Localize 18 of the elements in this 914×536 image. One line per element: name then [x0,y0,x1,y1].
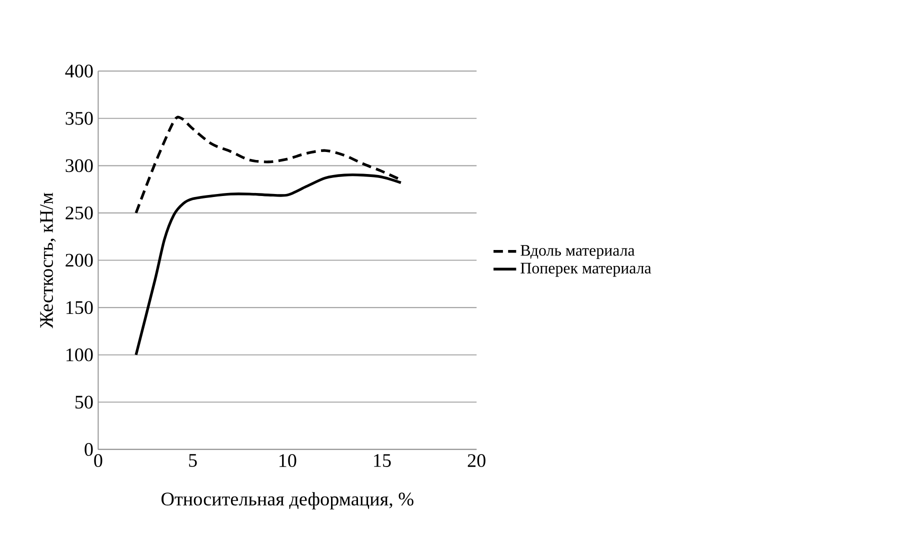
x-tick-label: 20 [468,454,486,467]
y-tick-label: 350 [66,112,93,125]
y-axis-title: Жесткость, кН/м [40,192,56,328]
legend-label: Поперек материала [520,262,652,277]
y-tick-label: 250 [66,206,93,220]
y-tick-label: 200 [66,254,93,267]
y-tick-label: 150 [66,300,93,314]
y-tick-label: 400 [65,64,93,78]
y-tick-label: 100 [66,348,93,362]
x-tick-label: 5 [189,454,197,467]
y-tick-label: 0 [84,442,93,456]
y-tick-label: 300 [66,159,93,172]
legend-label: Вдоль материала [520,245,635,259]
y-tick-label: 50 [76,396,93,408]
x-axis-title: Относительная деформация, % [162,492,414,510]
x-tick-label: 0 [94,454,102,467]
x-tick-label: 10 [280,454,296,467]
x-tick-label: 15 [374,454,391,467]
